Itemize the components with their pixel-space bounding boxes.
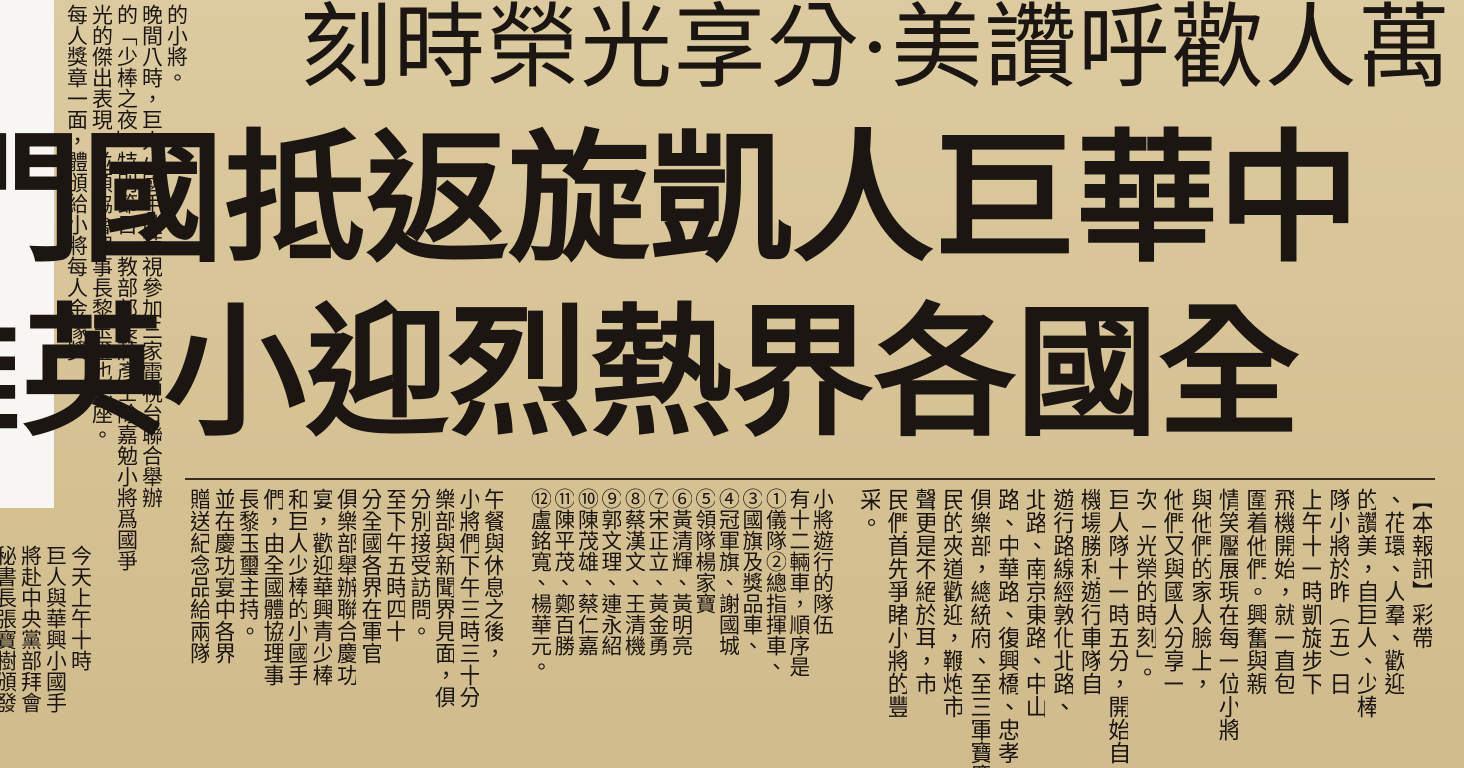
scan-margin [0,0,54,508]
text-column: 分別接受訪問。 [407,488,430,642]
text-column: 民們首先爭睹小將的豐 [884,488,908,718]
text-column: 次「光榮的時刻」。 [1132,488,1156,684]
text-column: 小將們下午三時三十分 [456,488,479,708]
text-column: 贈送紀念品給兩隊 [187,488,209,664]
text-column: 民的夾道歡迎，鞭炮市 [939,488,963,718]
text-column: ⑨郭文理、連永紹 [600,488,621,656]
text-column: 每人獎章一面，體頒給小將每人金像獎 [65,4,87,361]
headline-sub: 全國各界熱烈迎小英雄 [0,290,1300,456]
text-column: 圍着他們。興奮與親 [1242,488,1266,695]
text-column: 上午十一時凱旋步下 [1298,488,1322,695]
text-column: 北路、南京東路、中山 [1022,488,1046,718]
text-column: 與他們的家人臉上， [1187,488,1211,695]
text-column: 午餐與休息之後， [481,488,503,664]
text-column: 們，由全國體協理事 [260,488,283,686]
text-column: 光的傑出表現，並頒協會理事長黎玉璽也乙座。 [90,4,112,445]
text-column: 長黎玉璽主持。 [236,488,258,642]
text-column: 遊行路線經敦化北路、 [1049,488,1073,718]
headline-main: 中華巨人凱旋返抵國門 [0,116,1360,282]
text-column: 宴，歡迎華興青少棒 [309,488,332,686]
text-column: 巨人隊十一時五分，開始自 [1104,488,1128,764]
text-column: ⑦宋正立、黃金勇 [647,488,668,656]
headline-kicker: 萬人歡呼讚美·分享光榮時刻 [300,0,1450,101]
text-column: ⑧蔡漢文、王清機 [623,488,645,656]
text-column: 分全國各界在軍官 [358,488,381,664]
text-column: ①儀隊②總指揮車、 [764,488,786,677]
text-column: 機場勝利遊行車隊自 [1077,488,1101,695]
divider [185,478,1435,480]
text-column: 和巨人少棒的小國手 [285,488,307,686]
text-column: 將赴中央黨部拜會 [19,545,41,713]
text-column: 的「少棒之夜」特別節目。教部部長蔣彥士除嘉勉小將爲國爭 [115,4,137,571]
text-column: 采。 [856,488,880,534]
text-column: 俱樂部舉辦聯合慶功 [334,488,356,686]
text-column: 晚間八時，巨人小國手赴華視參加三家電視台聯合舉辦 [140,4,162,508]
text-column: 並在慶功宴中各界 [211,488,234,664]
text-column: ⑤領隊楊家寶 [694,488,715,614]
text-column: 【本報訊】彩帶 [1408,488,1432,649]
text-column: ⑪陳平茂、鄭百勝 [553,488,574,656]
text-column: 路、中華路、復興橋、忠孝 [994,488,1018,764]
text-column: 至下午五時四十 [383,488,405,642]
text-column: 他們又與國人分享一 [1160,488,1184,695]
text-column: ⑩陳茂雄、蔡仁嘉 [576,488,598,656]
text-column: 秘書長張寶樹頒發 [0,545,16,713]
text-column: 飛機開始，就一直包 [1270,488,1294,695]
text-column: ⑫盧銘寬、楊華元。 [529,488,551,677]
text-column: 情笑靨展現在每一位小將 [1215,488,1239,741]
text-column: 巨人與華興小國手 [44,545,66,713]
text-column: 有十二輛車，順序是 [788,488,809,677]
text-column: 的讚美，自巨人、少棒 [1353,488,1377,718]
text-column: 樂部與新聞界見面，俱 [432,488,454,708]
text-column: ⑥黃清輝、黃明亮 [670,488,692,656]
text-column: 的小將。 [165,4,187,88]
text-column: 隊小將於昨（五）日 [1325,488,1349,695]
text-column: 小將遊行的隊伍 [811,488,833,635]
text-column: 俱樂部，總統府、至三軍寶慶路 [966,488,990,768]
text-column: 聲更是不絕於耳，市 [911,488,935,695]
text-column: 今天上午十時 [69,545,91,671]
text-column: ④冠軍旗、謝國城 [717,488,739,656]
text-column: 、花環、人羣、歡迎 [1380,488,1404,695]
text-column: ③國旗及獎品車、 [741,488,762,656]
